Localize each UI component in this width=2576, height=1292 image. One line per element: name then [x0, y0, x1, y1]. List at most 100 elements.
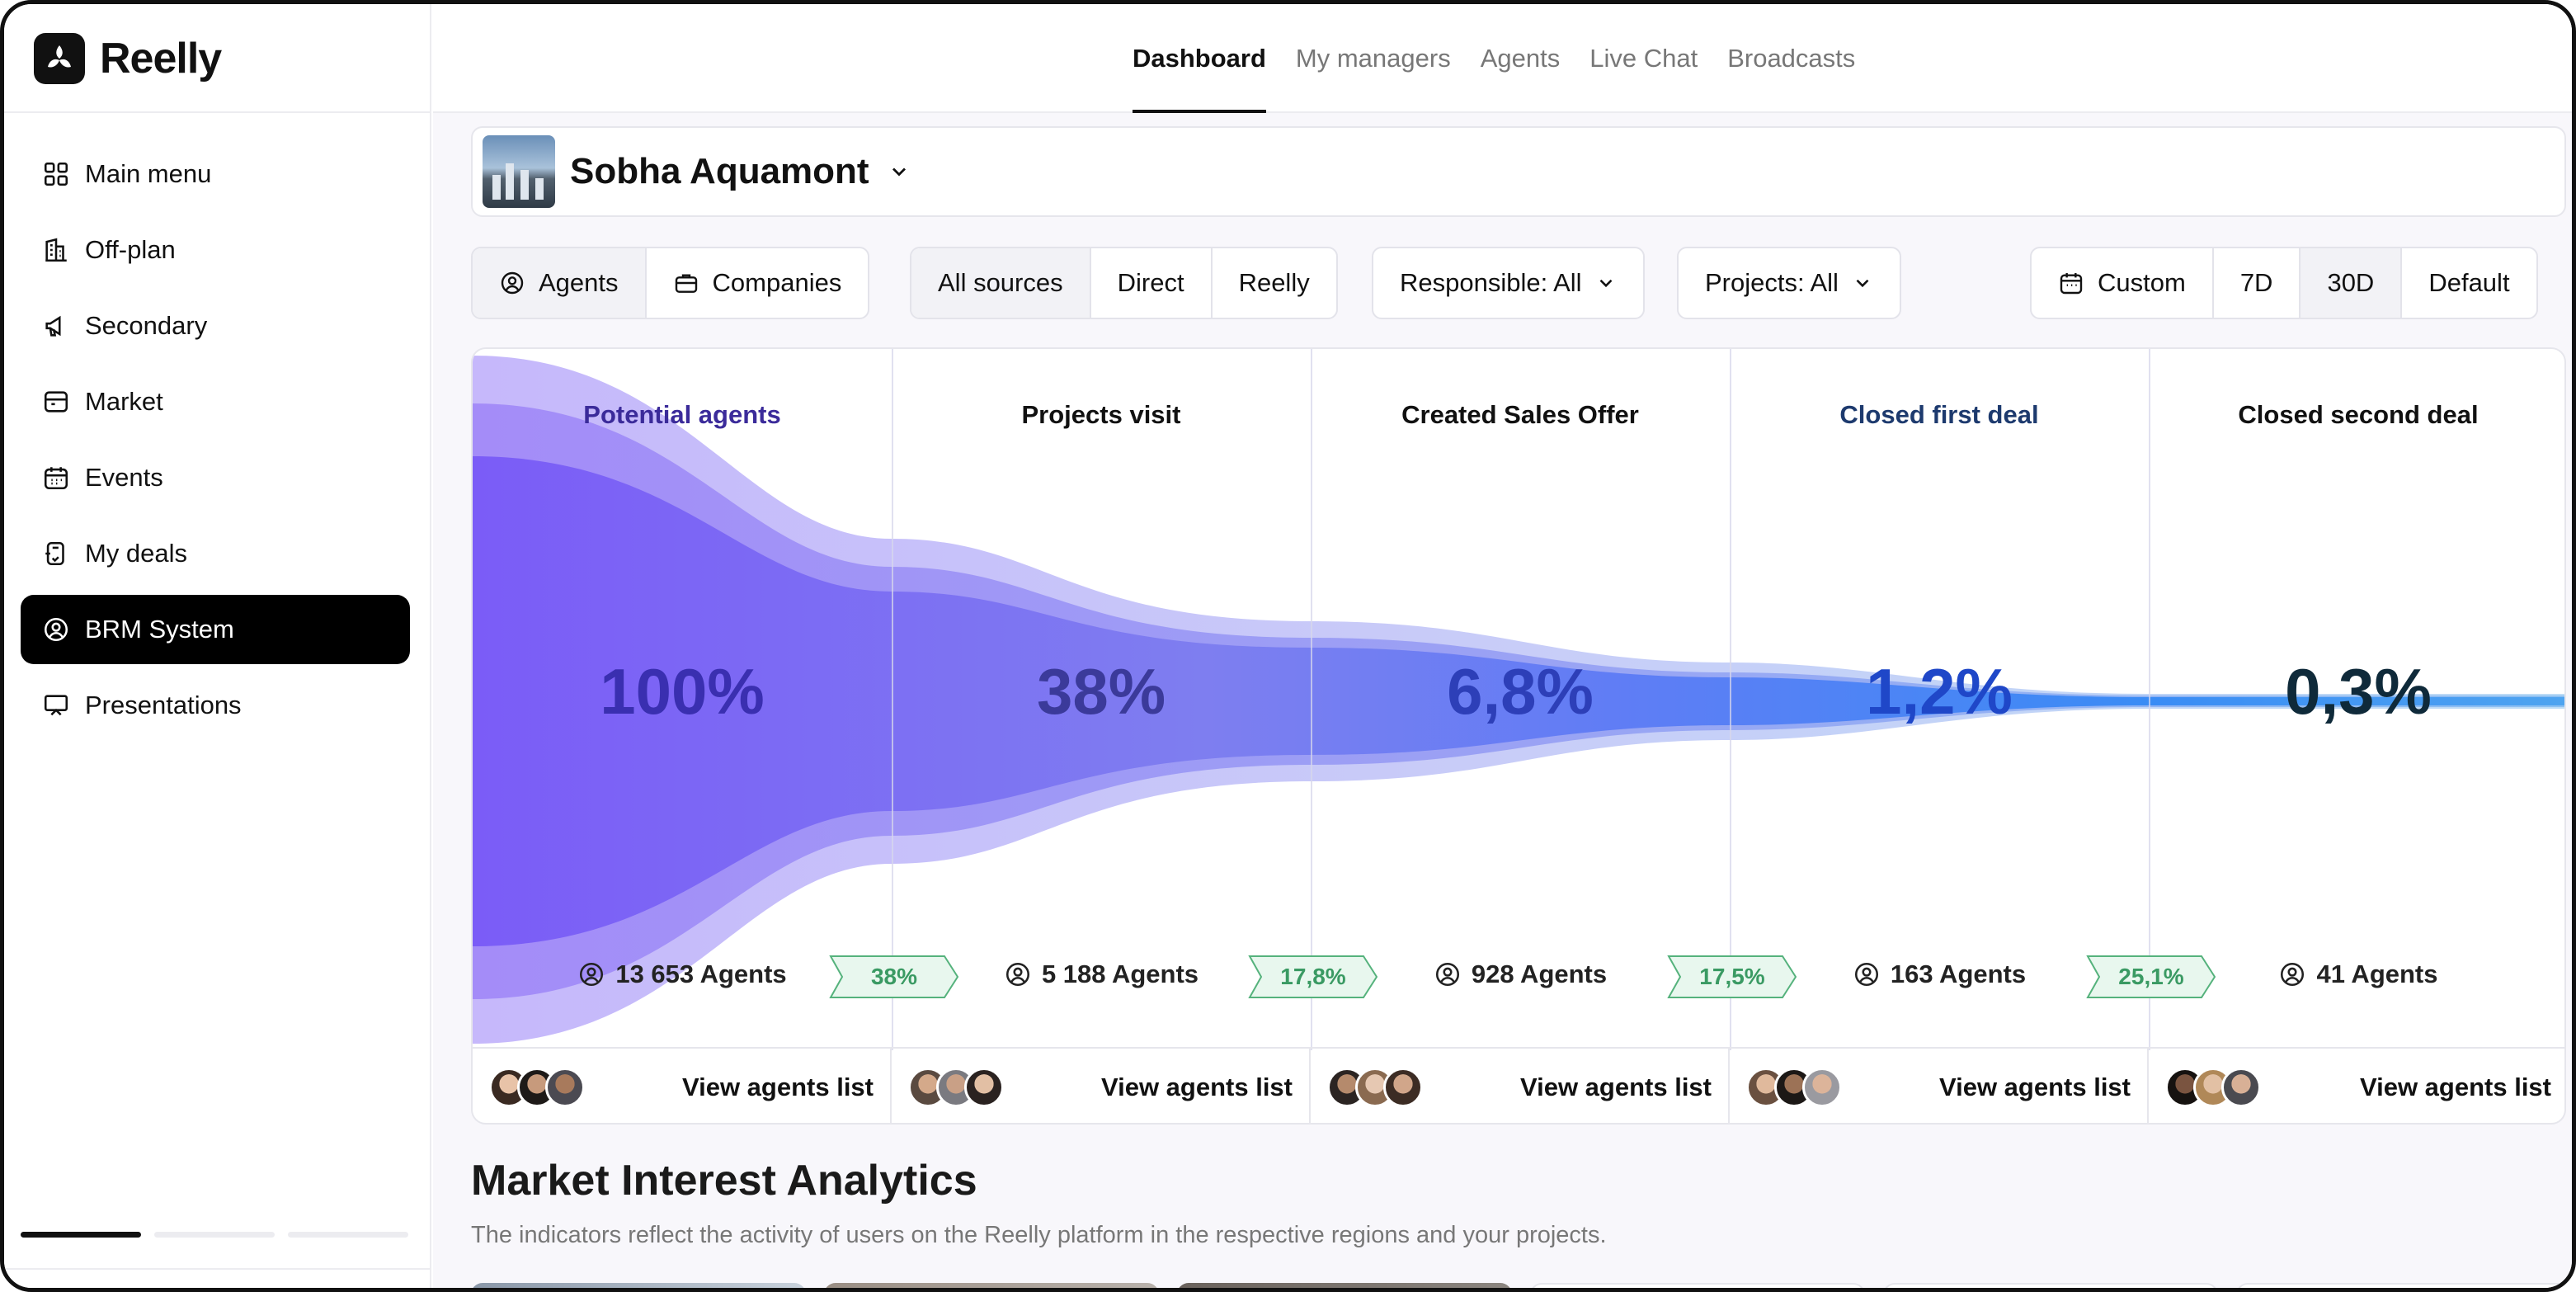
user-circle-icon — [2281, 962, 2305, 987]
stage-count-label: 13 653 Agents — [615, 960, 787, 988]
stage-label: Created Sales Offer — [1401, 400, 1639, 429]
reelly-source-button[interactable]: Reelly — [1238, 268, 1310, 297]
building-icon — [45, 238, 67, 262]
stage-percent: 0,3% — [2285, 655, 2432, 728]
view-agents-list-cell[interactable]: View agents list — [1311, 1049, 1730, 1123]
sidebar-item-off-plan[interactable]: Off-plan — [21, 215, 410, 285]
stage-count: 41 Agents — [2149, 960, 2564, 989]
project-thumbnail — [483, 135, 555, 208]
period-7d-button[interactable]: 7D — [2214, 248, 2301, 318]
entity-toggle: Agents Companies — [471, 247, 870, 319]
conversion-value: 17,8% — [1280, 964, 1346, 989]
conversion-value: 38% — [870, 964, 918, 989]
period-default-button[interactable]: Default — [2428, 268, 2510, 297]
carousel-indicator[interactable] — [288, 1232, 408, 1238]
reelly-logo-icon — [34, 33, 85, 84]
agents-toggle-label: Agents — [539, 268, 619, 297]
direct-source-button[interactable]: Direct — [1091, 248, 1213, 318]
sidebar-item-presentations[interactable]: Presentations — [21, 671, 410, 740]
avatar-group — [1327, 1068, 1423, 1107]
region-card[interactable] — [1530, 1283, 1865, 1288]
avatar — [1802, 1068, 1842, 1107]
tab-live-chat[interactable]: Live Chat — [1589, 44, 1698, 73]
sidebar-item-brm-system[interactable]: BRM System — [21, 595, 410, 664]
all-sources-button[interactable]: All sources — [911, 248, 1091, 318]
responsible-dropdown-label: Responsible: All — [1400, 268, 1582, 297]
carousel-indicator[interactable] — [154, 1232, 275, 1238]
avatar — [1383, 1068, 1423, 1107]
section-subtitle: The indicators reflect the activity of u… — [471, 1222, 1607, 1248]
sidebar-item-secondary[interactable]: Secondary — [21, 291, 410, 361]
sidebar-item-label: Secondary — [85, 311, 208, 340]
logo[interactable]: Reelly — [34, 32, 222, 85]
stage-divider — [1311, 349, 1312, 1050]
project-selector[interactable]: Sobha Aquamont — [471, 126, 2566, 217]
stage-percent: 38% — [1036, 655, 1166, 728]
calendar-icon — [44, 467, 68, 490]
view-agents-list-link[interactable]: View agents list — [2359, 1073, 2551, 1101]
project-title: Sobha Aquamont — [570, 151, 869, 191]
custom-period-label: Custom — [2098, 268, 2186, 297]
stage-count-label: 5 188 Agents — [1041, 960, 1199, 988]
sidebar-bottom-divider — [4, 1268, 431, 1270]
agents-toggle-button[interactable]: Agents — [473, 248, 647, 318]
sidebar-item-market[interactable]: Market — [21, 367, 410, 436]
megaphone-icon — [45, 315, 61, 337]
conversion-badge: 25,1% — [2086, 955, 2216, 999]
tab-agents[interactable]: Agents — [1480, 44, 1561, 73]
region-card[interactable] — [824, 1283, 1159, 1288]
stage-count: 928 Agents — [1311, 960, 1730, 989]
view-agents-list-link[interactable]: View agents list — [1938, 1073, 2131, 1101]
view-agents-list-link[interactable]: View agents list — [1519, 1073, 1712, 1101]
region-card[interactable] — [1177, 1283, 1512, 1288]
sidebar: Reelly Main menu Off-plan Secondary Mark… — [4, 4, 431, 1288]
avatar — [964, 1068, 1004, 1107]
period-30d-button[interactable]: 30D — [2301, 248, 2403, 318]
tab-my-managers[interactable]: My managers — [1295, 44, 1451, 73]
stage-divider — [1730, 349, 1731, 1050]
view-agents-list-link[interactable]: View agents list — [1100, 1073, 1293, 1101]
stage-count: 163 Agents — [1730, 960, 2149, 989]
projects-dropdown-label: Projects: All — [1705, 268, 1839, 297]
view-agents-list-cell[interactable]: View agents list — [2149, 1049, 2564, 1123]
sidebar-item-label: Events — [85, 463, 163, 492]
sidebar-item-events[interactable]: Events — [21, 443, 410, 512]
view-agents-list-link[interactable]: View agents list — [681, 1073, 874, 1101]
companies-toggle-button[interactable]: Companies — [647, 248, 869, 318]
conversion-badge: 38% — [829, 955, 959, 999]
tab-dashboard[interactable]: Dashboard — [1133, 4, 1266, 113]
custom-period-button[interactable]: Custom — [2032, 248, 2214, 318]
briefcase-icon — [675, 274, 697, 293]
view-agents-list-cell[interactable]: View agents list — [892, 1049, 1311, 1123]
region-card[interactable] — [471, 1283, 806, 1288]
user-circle-icon — [1854, 962, 1878, 987]
sidebar-item-my-deals[interactable]: My deals — [21, 519, 410, 588]
sidebar-item-label: My deals — [85, 539, 188, 568]
view-agents-list-cell[interactable]: View agents list — [1730, 1049, 2149, 1123]
sidebar-item-main-menu[interactable]: Main menu — [21, 139, 410, 209]
stage-count-label: 928 Agents — [1471, 960, 1608, 988]
period-toggle: Custom 7D 30D Default — [2030, 247, 2538, 319]
stage-percent: 1,2% — [1866, 655, 2013, 728]
sidebar-item-label: BRM System — [85, 615, 234, 644]
avatar-group — [489, 1068, 585, 1107]
top-navigation: Dashboard My managers Agents Live Chat B… — [433, 4, 2572, 113]
tab-broadcasts[interactable]: Broadcasts — [1727, 44, 1856, 73]
user-circle-icon — [1435, 962, 1459, 987]
sidebar-nav: Main menu Off-plan Secondary Market Even… — [21, 139, 410, 747]
stage-percent: 100% — [600, 655, 765, 728]
stage-divider — [892, 349, 893, 1050]
stage-percent: 6,8% — [1447, 655, 1594, 728]
sidebar-item-label: Main menu — [85, 159, 212, 188]
stage-count-label: 41 Agents — [2316, 960, 2438, 988]
user-circle-icon — [44, 617, 68, 642]
region-card[interactable] — [1883, 1283, 2218, 1288]
view-agents-list-cell[interactable]: View agents list — [473, 1049, 892, 1123]
region-card[interactable] — [2236, 1283, 2571, 1288]
stage-label: Projects visit — [1021, 400, 1181, 429]
responsible-dropdown[interactable]: Responsible: All — [1372, 247, 1645, 319]
carousel-indicator-active[interactable] — [21, 1232, 141, 1238]
sidebar-item-label: Off-plan — [85, 235, 176, 264]
projects-dropdown[interactable]: Projects: All — [1677, 247, 1901, 319]
